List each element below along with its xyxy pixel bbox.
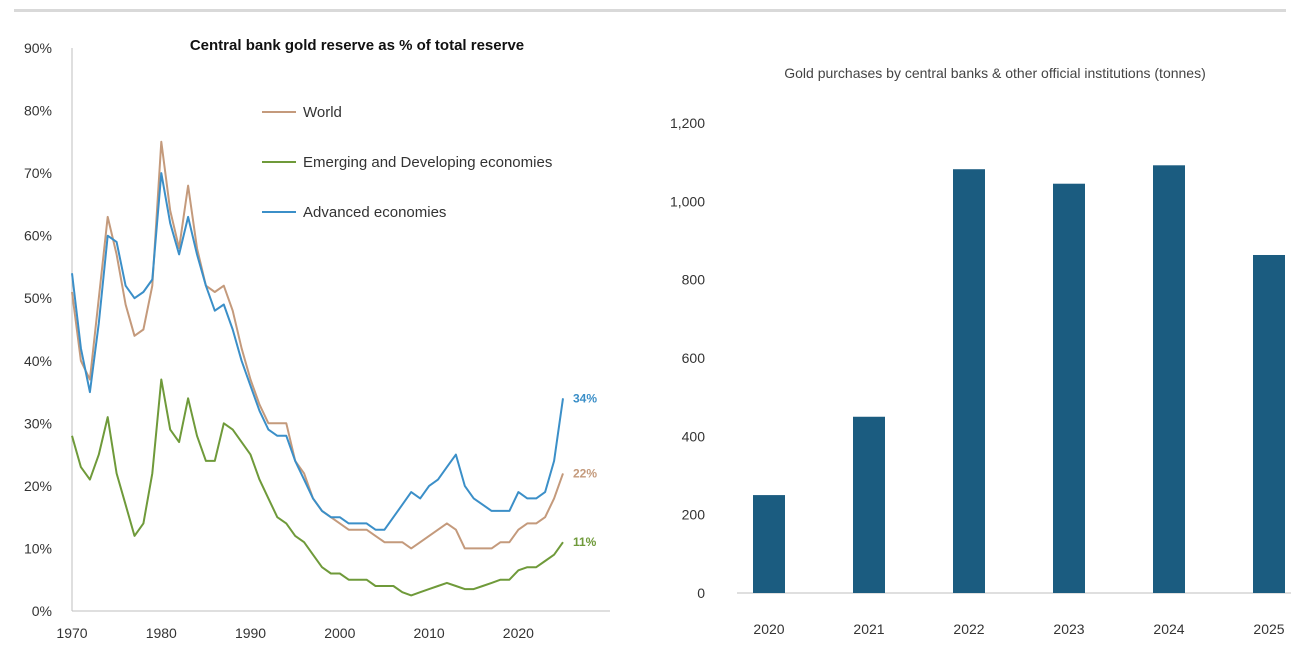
chart-title: Central bank gold reserve as % of total … xyxy=(190,37,524,54)
y-tick-label: 800 xyxy=(682,272,706,288)
end-value-label: 11% xyxy=(573,535,597,549)
x-tick-label: 2020 xyxy=(503,625,534,641)
x-tick-label: 2010 xyxy=(414,625,445,641)
top-divider xyxy=(14,9,1286,12)
x-tick-label: 1970 xyxy=(56,625,87,641)
x-tick-label: 2023 xyxy=(1053,621,1084,637)
y-tick-label: 50% xyxy=(24,290,52,306)
legend-label: Emerging and Developing economies xyxy=(303,154,552,171)
y-tick-label: 400 xyxy=(682,428,706,444)
series-line-2 xyxy=(71,172,564,531)
y-tick-label: 70% xyxy=(24,165,52,181)
bar-2020 xyxy=(753,495,785,593)
y-tick-label: 10% xyxy=(24,540,52,556)
bar-2025 xyxy=(1253,254,1285,593)
series-line-1 xyxy=(71,378,564,597)
x-tick-label: 2025 xyxy=(1253,621,1284,637)
y-tick-label: 60% xyxy=(24,228,52,244)
y-tick-label: 0 xyxy=(697,585,705,601)
x-tick-label: 1990 xyxy=(235,625,266,641)
end-value-label: 34% xyxy=(573,391,597,405)
gold-purchases-bar-chart: Gold purchases by central banks & other … xyxy=(670,65,1291,637)
x-tick-label: 2022 xyxy=(953,621,984,637)
legend-label: World xyxy=(303,104,342,121)
x-tick-label: 1980 xyxy=(146,625,177,641)
y-tick-label: 20% xyxy=(24,478,52,494)
end-value-label: 22% xyxy=(573,466,597,480)
chart-title: Gold purchases by central banks & other … xyxy=(784,65,1206,81)
x-tick-label: 2024 xyxy=(1153,621,1184,637)
bar-2024 xyxy=(1153,165,1185,594)
y-tick-label: 80% xyxy=(24,103,52,119)
y-tick-label: 30% xyxy=(24,415,52,431)
bar-2022 xyxy=(953,169,985,593)
x-tick-label: 2000 xyxy=(324,625,355,641)
legend-label: Advanced economies xyxy=(303,204,446,221)
bar-2021 xyxy=(853,416,885,593)
y-tick-label: 40% xyxy=(24,353,52,369)
gold-reserve-line-chart: Central bank gold reserve as % of total … xyxy=(24,37,610,641)
series-line-0 xyxy=(71,140,564,550)
x-tick-label: 2020 xyxy=(753,621,784,637)
bar-2023 xyxy=(1053,183,1085,594)
y-tick-label: 0% xyxy=(32,603,52,619)
x-tick-label: 2021 xyxy=(853,621,884,637)
y-tick-label: 200 xyxy=(682,507,706,523)
y-tick-label: 1,000 xyxy=(670,193,705,209)
y-tick-label: 1,200 xyxy=(670,115,705,131)
y-tick-label: 90% xyxy=(24,40,52,56)
y-tick-label: 600 xyxy=(682,350,706,366)
